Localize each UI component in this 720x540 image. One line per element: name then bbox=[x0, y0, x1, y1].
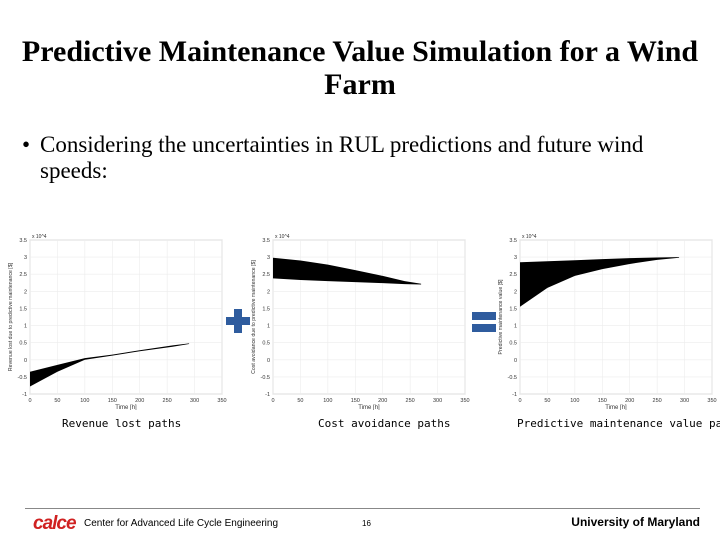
x-tick-label: 100 bbox=[570, 398, 579, 404]
y-tick-label: 1 bbox=[514, 324, 517, 330]
exponent-label: x 10^4 bbox=[522, 234, 537, 240]
x-tick-label: 350 bbox=[460, 398, 469, 404]
paths-band bbox=[520, 257, 680, 307]
y-axis-label: Predictive maintenance value [$] bbox=[498, 279, 504, 355]
y-tick-label: 1.5 bbox=[262, 306, 270, 312]
x-tick-label: 50 bbox=[297, 398, 303, 404]
y-tick-label: 2.5 bbox=[509, 272, 517, 278]
y-tick-label: 0 bbox=[514, 358, 517, 364]
y-tick-label: 3.5 bbox=[509, 238, 517, 244]
plus-icon bbox=[226, 309, 250, 333]
x-axis-label: Time [h] bbox=[358, 405, 380, 410]
x-tick-label: 250 bbox=[653, 398, 662, 404]
y-tick-label: 0.5 bbox=[19, 341, 27, 347]
y-tick-label: 3 bbox=[514, 255, 517, 261]
x-tick-label: 100 bbox=[323, 398, 332, 404]
y-tick-label: 3.5 bbox=[19, 238, 27, 244]
paths-band bbox=[30, 343, 190, 387]
y-tick-label: 0 bbox=[267, 358, 270, 364]
y-axis-label: Revenue lost due to predictive maintenan… bbox=[8, 262, 14, 371]
caption-cost-avoidance: Cost avoidance paths bbox=[318, 417, 451, 430]
x-tick-label: 0 bbox=[518, 398, 521, 404]
x-tick-label: 250 bbox=[163, 398, 172, 404]
x-tick-label: 0 bbox=[28, 398, 31, 404]
x-tick-label: 150 bbox=[108, 398, 117, 404]
predictive-value-chart: -1 -0.5 0 0.5 1 1.5 2 2.5 3 3.5 0 50 100 150 200 250 300… bbox=[498, 234, 717, 410]
x-tick-label: 300 bbox=[680, 398, 689, 404]
y-tick-label: -1 bbox=[512, 392, 517, 398]
calce-logo: calce bbox=[33, 513, 77, 534]
y-tick-label: 1 bbox=[267, 324, 270, 330]
x-tick-label: 50 bbox=[544, 398, 550, 404]
y-tick-label: 2 bbox=[267, 289, 270, 295]
y-tick-label: -0.5 bbox=[508, 375, 517, 381]
x-tick-label: 0 bbox=[271, 398, 274, 404]
x-axis-label: Time [h] bbox=[115, 405, 137, 410]
cost-avoidance-chart: -1 -0.5 0 0.5 1 1.5 2 2.5 3 3.5 0 50 100 150 200 250 300… bbox=[251, 234, 470, 410]
y-tick-label: 2 bbox=[514, 289, 517, 295]
y-tick-label: 2.5 bbox=[19, 272, 27, 278]
bullet-marker: • bbox=[22, 132, 31, 157]
y-tick-label: 3 bbox=[267, 255, 270, 261]
x-tick-label: 250 bbox=[406, 398, 415, 404]
y-tick-label: 1.5 bbox=[509, 306, 517, 312]
x-tick-label: 100 bbox=[80, 398, 89, 404]
x-axis-label: Time [h] bbox=[605, 405, 627, 410]
y-tick-label: 1 bbox=[24, 324, 27, 330]
x-tick-label: 150 bbox=[598, 398, 607, 404]
exponent-label: x 10^4 bbox=[32, 234, 47, 240]
center-name: Center for Advanced Life Cycle Engineeri… bbox=[84, 518, 279, 529]
y-tick-label: 2.5 bbox=[262, 272, 270, 278]
y-tick-label: 0.5 bbox=[509, 341, 517, 347]
bullet-text: Considering the uncertainties in RUL pre… bbox=[40, 132, 644, 183]
y-tick-label: 2 bbox=[24, 289, 27, 295]
y-tick-label: 3 bbox=[24, 255, 27, 261]
y-tick-label: -1 bbox=[265, 392, 270, 398]
caption-revenue-lost: Revenue lost paths bbox=[62, 417, 182, 430]
y-tick-label: 0.5 bbox=[262, 341, 270, 347]
x-tick-label: 150 bbox=[351, 398, 360, 404]
x-tick-label: 300 bbox=[190, 398, 199, 404]
equals-icon bbox=[472, 312, 496, 332]
exponent-label: x 10^4 bbox=[275, 234, 290, 240]
university-name: University of Maryland bbox=[571, 515, 700, 529]
paths-band bbox=[273, 257, 422, 285]
x-tick-label: 350 bbox=[217, 398, 226, 404]
x-tick-label: 200 bbox=[625, 398, 634, 404]
x-tick-label: 200 bbox=[378, 398, 387, 404]
y-axis-label: Cost avoidance due to predictive mainten… bbox=[251, 260, 257, 374]
footer-divider bbox=[25, 508, 700, 509]
revenue-lost-chart: -1 -0.5 0 0.5 1 1.5 2 2.5 3 3.5 0 50 100 150 200 250 300… bbox=[8, 234, 227, 410]
caption-predictive-value: Predictive maintenance value paths bbox=[517, 417, 720, 430]
y-tick-label: -1 bbox=[22, 392, 27, 398]
x-tick-label: 300 bbox=[433, 398, 442, 404]
x-tick-label: 350 bbox=[707, 398, 716, 404]
x-tick-label: 200 bbox=[135, 398, 144, 404]
y-tick-label: 1.5 bbox=[19, 306, 27, 312]
y-tick-label: -0.5 bbox=[261, 375, 270, 381]
page-number: 16 bbox=[362, 519, 371, 528]
x-tick-label: 50 bbox=[54, 398, 60, 404]
y-tick-label: 0 bbox=[24, 358, 27, 364]
slide-title: Predictive Maintenance Value Simulation … bbox=[21, 35, 699, 101]
bullet-point: • Considering the uncertainties in RUL p… bbox=[22, 132, 680, 184]
y-tick-label: -0.5 bbox=[18, 375, 27, 381]
y-tick-label: 3.5 bbox=[262, 238, 270, 244]
